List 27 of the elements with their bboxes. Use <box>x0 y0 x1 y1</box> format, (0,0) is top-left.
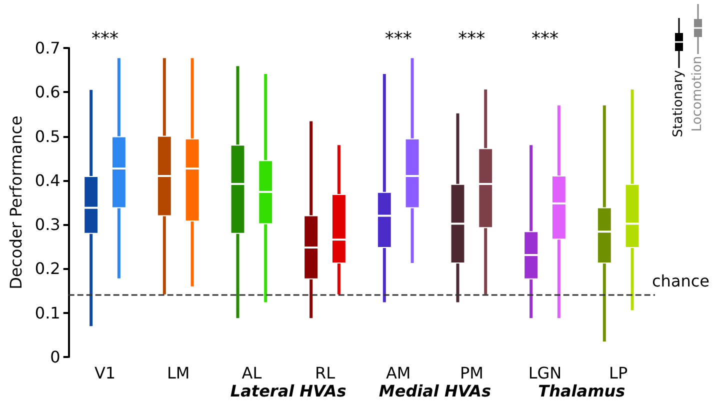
y-tick-label: 0.3 <box>34 215 60 234</box>
x-tick-label: AL <box>242 364 262 382</box>
x-tick-label: V1 <box>94 364 116 382</box>
text: Lateral HVAs <box>230 382 346 400</box>
y-tick-label: 0.4 <box>34 170 60 190</box>
annotation: *** <box>384 28 412 50</box>
y-tick-label: 0.2 <box>34 259 60 278</box>
text: Stationary <box>671 70 686 138</box>
y-tick-label: 0.1 <box>34 303 60 322</box>
annotation: *** <box>92 28 119 50</box>
text: Medial HVAs <box>378 382 492 400</box>
y-axis-title: Decoder Performance <box>6 116 26 290</box>
x-tick-label: LM <box>166 364 190 382</box>
text: Locomotion <box>690 56 705 132</box>
y-tick-label: 0.7 <box>34 38 60 58</box>
annotation: *** <box>532 28 558 50</box>
annotation: *** <box>458 28 486 50</box>
x-tick-label: PM <box>460 364 484 382</box>
ref-line-label: chance <box>652 272 710 291</box>
x-tick-label: RL <box>314 364 336 382</box>
y-tick-label: 0.6 <box>34 82 60 102</box>
y-tick-label: 0 <box>50 348 60 366</box>
y-tick-label: 0.5 <box>34 126 60 146</box>
text: Thalamus <box>538 382 626 400</box>
x-tick-label: LP <box>609 364 628 382</box>
x-tick-label: AM <box>386 364 411 382</box>
x-tick-label: LGN <box>528 364 562 382</box>
